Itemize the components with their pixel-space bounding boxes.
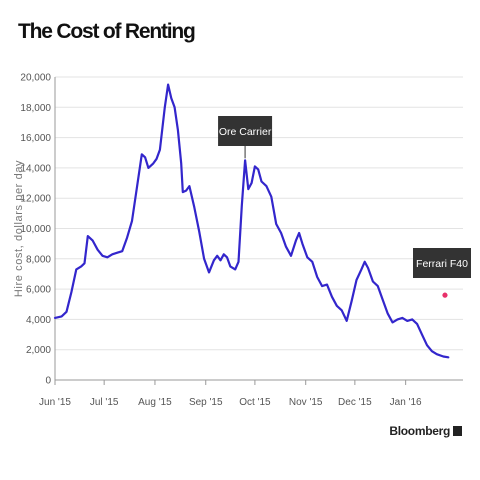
source-logo: Bloomberg [389,424,462,438]
x-tick-label: Sep '15 [189,397,223,408]
x-tick-label: Oct '15 [239,397,271,408]
x-tick-label: Aug '15 [138,397,172,408]
x-tick-label: Jun '15 [39,397,71,408]
y-axis-label: Hire cost, dollars per day [13,160,25,297]
x-tick-label: Jul '15 [90,397,119,408]
y-tick-label: 6,000 [26,285,51,296]
y-tick-label: 18,000 [20,103,51,114]
x-tick-label: Jan '16 [390,397,422,408]
y-tick-label: 8,000 [26,254,51,265]
y-tick-label: 10,000 [20,224,51,235]
x-tick-labels: Jun '15 Jul '15 Aug '15 Sep '15 Oct '15 Nov '… [39,397,422,408]
y-tick-label: 12,000 [20,194,51,205]
y-tick-label: 4,000 [26,315,51,326]
y-tick-labels: 0 2,000 4,000 6,000 8,000 10,000 12,000 14,000 1… [20,73,51,387]
ferrari-f40-marker [442,293,447,298]
ferrari-f40-label: Ferrari F40 [416,258,468,270]
y-tick-label: 14,000 [20,163,51,174]
ore-carrier-label: Ore Carrier [219,126,272,138]
x-tick-label: Nov '15 [289,397,323,408]
annotations: Ore Carrier Ferrari F40 [218,116,471,298]
x-tick-label: Dec '15 [338,397,372,408]
y-tick-label: 16,000 [20,133,51,144]
source-label: Bloomberg [389,424,450,438]
y-tick-label: 2,000 [26,345,51,356]
y-tick-label: 0 [45,376,51,387]
y-tick-label: 20,000 [20,73,51,84]
bloomberg-mark-icon [453,426,462,436]
